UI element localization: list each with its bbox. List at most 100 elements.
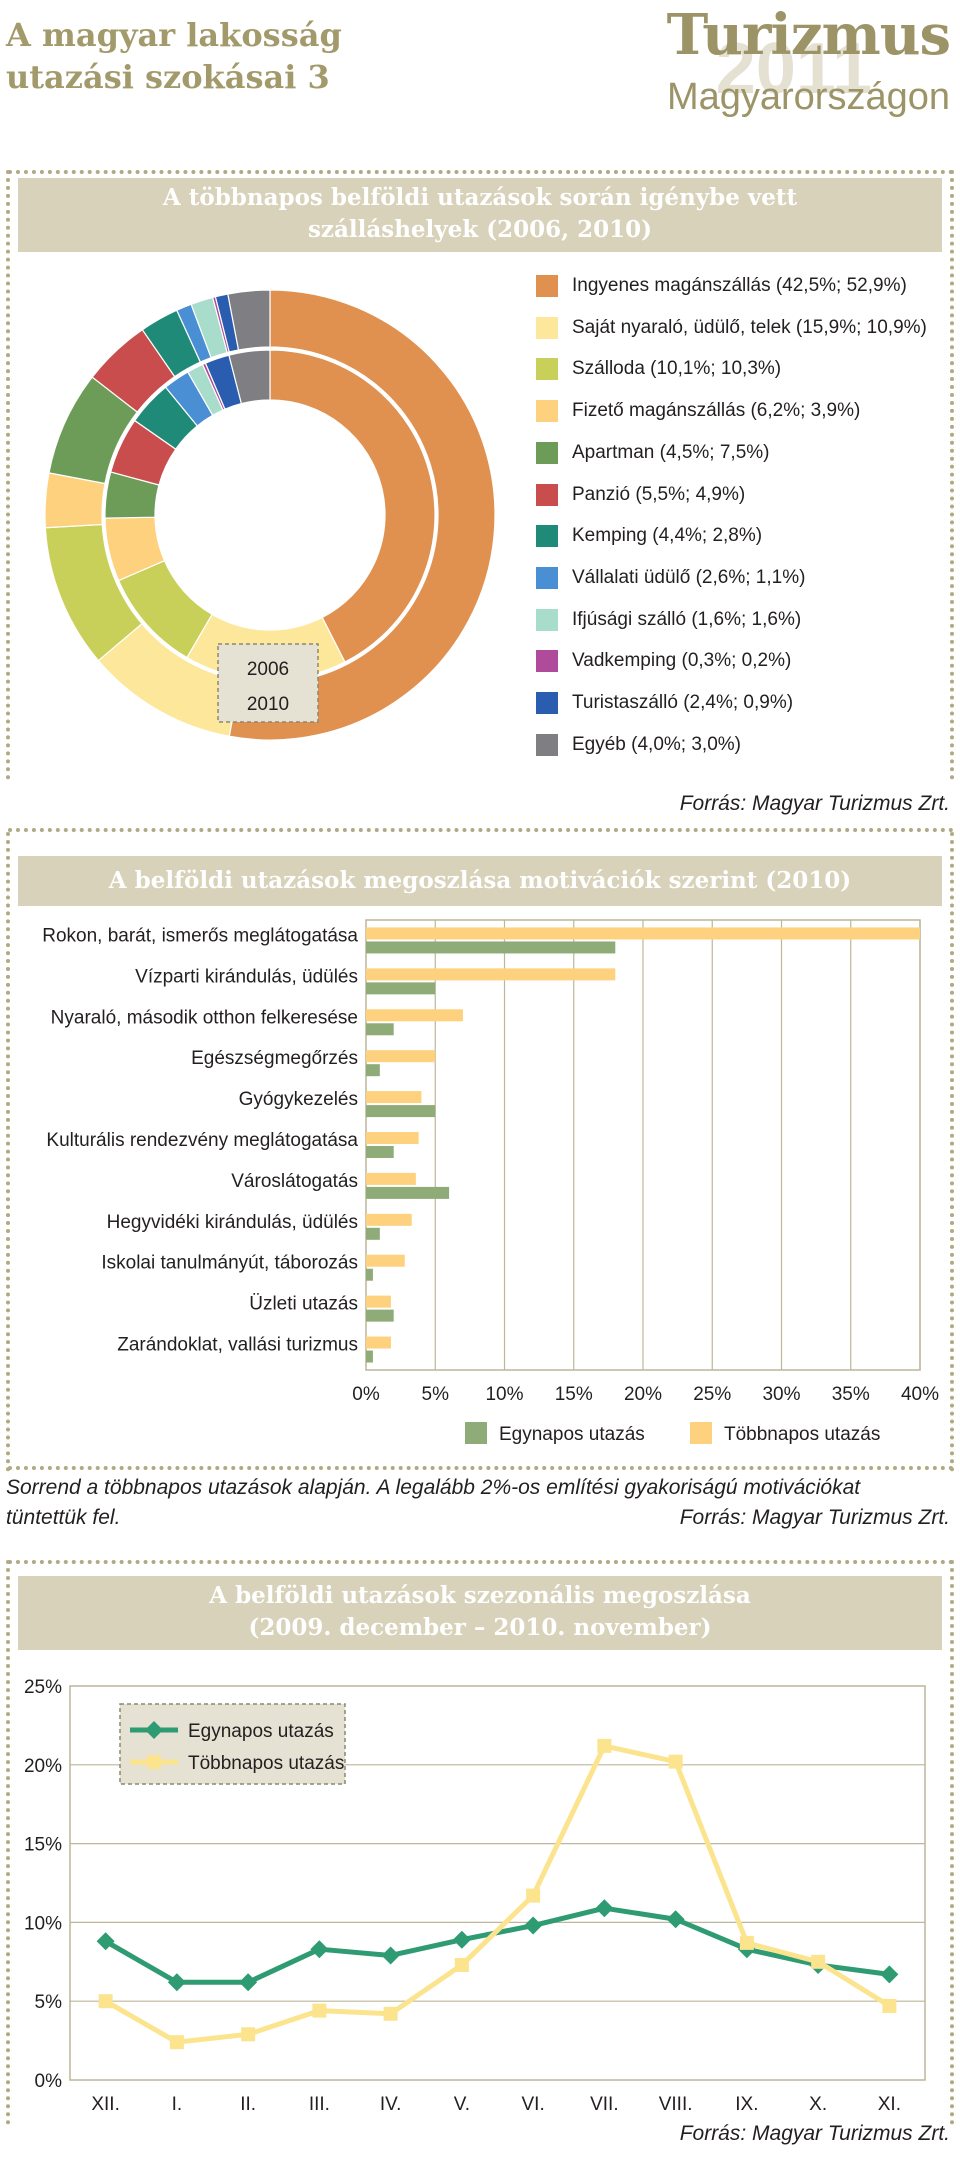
bar-x-tick-label: 35%	[832, 1384, 870, 1405]
pie-legend-item: Szálloda (10,1%; 10,3%)	[536, 358, 782, 381]
pie-legend-item: Panzió (5,5%; 4,9%)	[536, 483, 746, 506]
bar-egynapos	[366, 1350, 373, 1363]
pie-legend-label: Ifjúsági szálló (1,6%; 1,6%)	[572, 608, 802, 630]
bar-category-label: Városlátogatás	[231, 1171, 358, 1192]
line-point-egynapos	[310, 1940, 329, 1959]
line-point-tobbnapos	[811, 1954, 826, 1969]
donut-year-box: 2006 2010	[217, 643, 319, 723]
line-y-tick-label: 25%	[24, 1677, 62, 1698]
donut-year-box-bg	[217, 643, 319, 723]
bar-tobbnapos	[366, 927, 920, 940]
bar-egynapos	[366, 1227, 380, 1240]
section3-title-line2: (2009. december – 2010. november)	[248, 1614, 712, 1641]
bar-tobbnapos	[366, 1172, 416, 1185]
pie-legend-item: Vadkemping (0,3%; 0,2%)	[536, 650, 792, 673]
bar-category-label: Nyaraló, második otthon felkeresése	[51, 1007, 358, 1028]
line-point-tobbnapos	[454, 1957, 469, 1972]
bar-tobbnapos	[366, 968, 616, 981]
line-x-tick-label: I.	[172, 2094, 183, 2115]
line-legend: Egynapos utazás Többnapos utazás	[119, 1703, 346, 1785]
pie-legend-label: Panzió (5,5%; 4,9%)	[572, 483, 746, 505]
section3-right-border	[950, 1560, 954, 2125]
pie-legend-swatch	[536, 566, 558, 589]
line-point-egynapos	[595, 1899, 614, 1918]
line-x-tick-label: V.	[454, 2094, 470, 2115]
line-x-tick-label: XI.	[878, 2094, 901, 2115]
line-point-tobbnapos	[882, 1998, 897, 2013]
bar-legend-swatch-egynapos	[465, 1422, 487, 1444]
header-left-line2: utazási szokásai 3	[6, 58, 330, 96]
section3-source: Forrás: Magyar Turizmus Zrt.	[679, 2122, 950, 2145]
pie-legend-item: Kemping (4,4%; 2,8%)	[536, 525, 763, 548]
line-legend-marker-tobbnapos	[147, 1755, 161, 1769]
donut-year-inner-label: 2006	[247, 659, 289, 680]
line-x-tick-label: IX.	[735, 2094, 758, 2115]
pie-legend-label: Kemping (4,4%; 2,8%)	[572, 525, 763, 547]
donut-slice-2006-0	[269, 349, 436, 663]
bar-x-tick-label: 25%	[693, 1384, 731, 1405]
line-point-egynapos	[381, 1946, 400, 1965]
bar-x-tick-label: 15%	[555, 1384, 593, 1405]
pie-legend-swatch	[536, 483, 558, 506]
bar-egynapos	[366, 982, 436, 995]
bar-egynapos	[366, 1023, 394, 1036]
line-point-egynapos	[524, 1916, 543, 1935]
line-point-egynapos	[666, 1910, 685, 1929]
header-year: 2011	[715, 29, 872, 109]
pie-legend-label: Egyéb (4,0%; 3,0%)	[572, 733, 741, 755]
line-point-tobbnapos	[98, 1994, 113, 2009]
pie-legend-label: Szálloda (10,1%; 10,3%)	[572, 358, 782, 380]
bar-x-tick-label: 0%	[352, 1384, 380, 1405]
section2-right-border	[950, 832, 954, 1472]
pie-legend-swatch	[536, 400, 558, 423]
pie-legend-label: Turistaszálló (2,4%; 0,9%)	[572, 692, 794, 713]
section1-right-border	[950, 170, 954, 780]
donut-chart: 2006 2010	[44, 289, 496, 741]
section2-note-line1: Sorrend a többnapos utazások alapján. A …	[6, 1476, 861, 1499]
line-legend-marker-egynapos	[145, 1721, 163, 1739]
line-y-tick-label: 20%	[24, 1756, 62, 1777]
bar-tobbnapos	[366, 1132, 419, 1144]
bar-egynapos	[366, 1268, 373, 1281]
bar-x-tick-label: 20%	[624, 1384, 662, 1405]
bar-x-tick-label: 5%	[422, 1384, 450, 1405]
line-point-tobbnapos	[383, 2006, 398, 2021]
line-point-egynapos	[96, 1932, 115, 1951]
line-x-tick-label: II.	[240, 2094, 256, 2115]
bar-tobbnapos	[366, 1091, 422, 1104]
donut-slice-2006-11	[228, 349, 271, 405]
line-point-egynapos	[880, 1965, 899, 1984]
bar-tobbnapos	[366, 1213, 412, 1226]
line-point-tobbnapos	[312, 2003, 327, 2018]
header-subtitle: Magyarországon	[666, 76, 950, 118]
line-y-tick-label: 0%	[35, 2071, 63, 2092]
bar-egynapos	[366, 1105, 436, 1118]
bar-category-label: Kulturális rendezvény meglátogatása	[46, 1130, 358, 1151]
line-y-tick-label: 10%	[24, 1913, 62, 1934]
bar-category-label: Üzleti utazás	[249, 1294, 358, 1315]
line-point-tobbnapos	[169, 2035, 184, 2050]
section2-title: A belföldi utazások megoszlása motiváció…	[18, 856, 942, 906]
section3-left-border	[6, 1560, 10, 2125]
section1-left-border	[6, 170, 10, 780]
section3-title-line1: A belföldi utazások szezonális megoszlás…	[209, 1582, 751, 1609]
header-left-line1: A magyar lakosság	[6, 16, 342, 54]
section2-note-line2: tüntettük fel.	[6, 1506, 121, 1529]
bar-tobbnapos	[366, 1254, 405, 1267]
bar-egynapos	[366, 1186, 450, 1199]
line-x-tick-label: XII.	[91, 2094, 120, 2115]
pie-legend-item: Fizető magánszállás (6,2%; 3,9%)	[536, 400, 860, 423]
pie-legend-item: Vállalati üdülő (2,6%; 1,1%)	[536, 566, 805, 589]
section1-top-border	[8, 170, 954, 174]
section2-bottom-border	[8, 1466, 954, 1470]
bar-category-label: Iskolai tanulmányút, táborozás	[101, 1253, 358, 1274]
pie-legend-item: Ifjúsági szálló (1,6%; 1,6%)	[536, 608, 802, 631]
section1-source: Forrás: Magyar Turizmus Zrt.	[679, 792, 950, 815]
bar-tobbnapos	[366, 1009, 463, 1022]
bar-category-label: Hegyvidéki kirándulás, üdülés	[107, 1212, 358, 1233]
pie-legend-label: Vadkemping (0,3%; 0,2%)	[572, 650, 792, 672]
section2-source: Forrás: Magyar Turizmus Zrt.	[679, 1506, 950, 1529]
bar-legend-swatch-tobbnapos	[690, 1422, 712, 1444]
line-legend-box	[119, 1703, 346, 1785]
pie-legend-swatch	[536, 608, 558, 631]
